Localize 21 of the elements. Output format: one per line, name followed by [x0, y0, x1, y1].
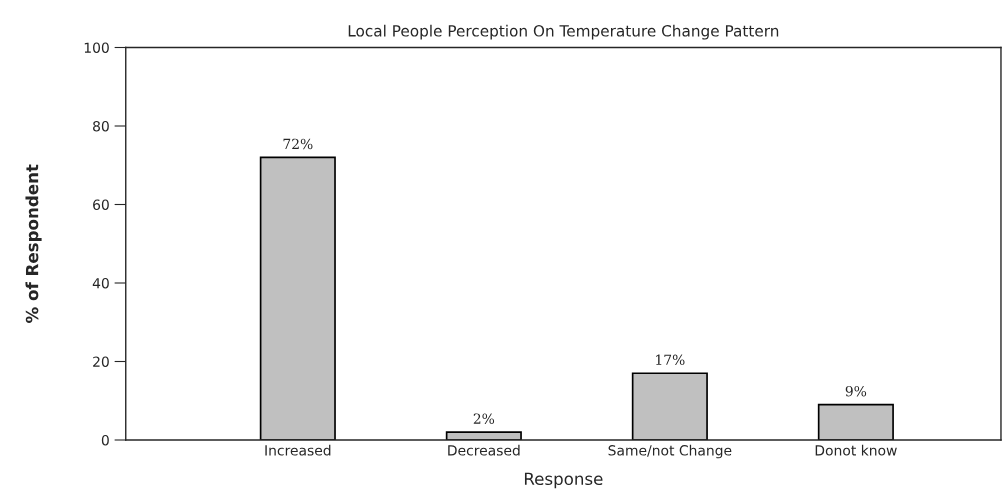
- chart-title: Local People Perception On Temperature Change Pattern: [348, 24, 779, 40]
- data-label: 9%: [845, 385, 867, 397]
- y-tick-label: 60: [93, 199, 109, 210]
- data-label: 17%: [656, 354, 685, 366]
- bar: [259, 156, 336, 440]
- y-tick-label: 20: [93, 356, 109, 367]
- y-tick-label: 40: [92, 277, 109, 289]
- x-tick-label: Increased: [265, 444, 331, 456]
- x-axis-title: Response: [524, 472, 603, 489]
- data-label: 72%: [283, 138, 313, 150]
- bar: [817, 403, 894, 440]
- y-axis-title: % of Respondent: [25, 164, 42, 323]
- x-tick-label: Same/not Change: [608, 444, 732, 459]
- x-tick-label: Donot know: [815, 444, 897, 456]
- bar: [631, 372, 708, 440]
- y-tick-label: 100: [84, 42, 109, 53]
- y-tick-label: 0: [101, 434, 109, 446]
- bar: [445, 431, 522, 440]
- data-label: 2%: [473, 413, 495, 424]
- x-tick-label: Decreased: [448, 444, 520, 456]
- y-tick-label: 80: [93, 120, 109, 132]
